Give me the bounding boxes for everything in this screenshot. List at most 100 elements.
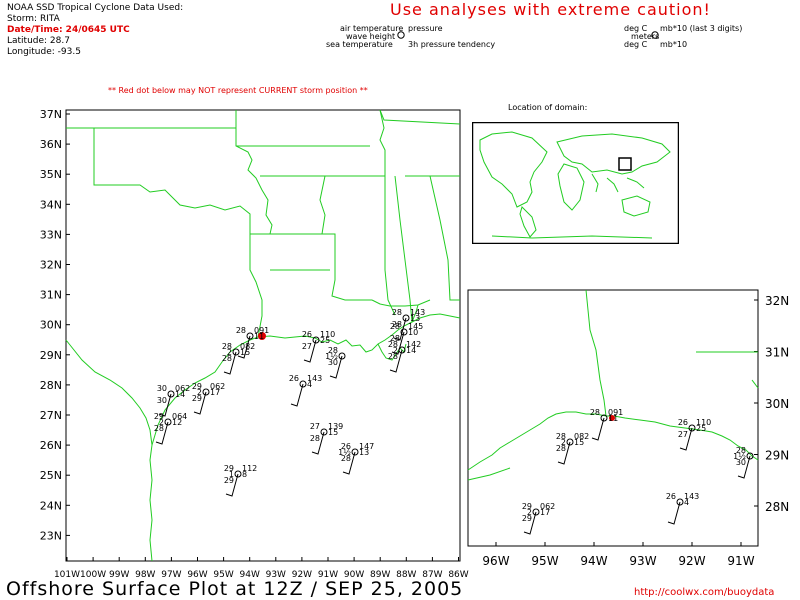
station-pressure: 139 bbox=[328, 422, 343, 431]
main-lon-label: 87W bbox=[422, 570, 442, 580]
station-pressure-tendency: 4 bbox=[307, 380, 312, 389]
station-pressure: 143 bbox=[410, 308, 425, 317]
station-pressure-tendency: 11 bbox=[254, 332, 264, 341]
wind-barb bbox=[591, 417, 605, 441]
source-url[interactable]: http://coolwx.com/buoydata bbox=[634, 587, 775, 598]
station-sea-temp: 29 bbox=[522, 514, 532, 523]
legend-units-mb-2: mb*10 bbox=[660, 40, 688, 49]
wind-barb bbox=[237, 335, 251, 359]
station-pressure: 091 bbox=[254, 326, 269, 335]
station-circle bbox=[688, 424, 696, 432]
zoom-lon-label: 92W bbox=[678, 554, 705, 568]
main-lat-label: 27N bbox=[40, 409, 62, 422]
station-plot: 28 082 2 15 28 bbox=[556, 432, 589, 465]
station-pressure: 110 bbox=[320, 330, 335, 339]
station-plot: 29 062 2 17 29 bbox=[522, 502, 555, 535]
legend-station-circle-icon bbox=[397, 31, 405, 39]
wind-barb bbox=[389, 349, 403, 373]
station-pressure: 143 bbox=[684, 492, 699, 501]
main-lat-label: 28N bbox=[40, 379, 62, 392]
main-lon-label: 91W bbox=[318, 570, 338, 580]
station-circle bbox=[246, 332, 254, 340]
station-pressure: 143 bbox=[307, 374, 322, 383]
station-pressure-tendency: 11 bbox=[608, 414, 618, 423]
main-lon-label: 94W bbox=[240, 570, 260, 580]
station-pressure: 082 bbox=[240, 342, 255, 351]
zoom-lat-label: 32N bbox=[765, 294, 789, 308]
station-air-temp: 28 bbox=[590, 408, 600, 417]
main-lat-label: 26N bbox=[40, 439, 62, 452]
main-lon-label: 88W bbox=[396, 570, 416, 580]
station-pressure-tendency: 14 bbox=[406, 346, 416, 355]
wind-barb bbox=[737, 455, 751, 479]
main-lon-label: 97W bbox=[161, 570, 181, 580]
caution-warning: Use analyses with extreme caution! bbox=[390, 0, 711, 19]
main-map-frame bbox=[65, 109, 461, 562]
wind-barb bbox=[311, 431, 325, 455]
main-lon-label: 93W bbox=[266, 570, 286, 580]
main-lat-label: 31N bbox=[40, 289, 62, 302]
wind-barb bbox=[155, 421, 169, 445]
station-pressure-tendency: 15 bbox=[574, 438, 584, 447]
location-inset-map bbox=[472, 122, 679, 244]
storm-latitude: Latitude: 28.7 bbox=[7, 36, 70, 46]
zoom-coastlines bbox=[467, 289, 759, 481]
station-wave-height: 1½ bbox=[338, 448, 351, 457]
station-sea-temp: 27 bbox=[678, 430, 688, 439]
main-lat-label: 23N bbox=[40, 529, 62, 542]
station-sea-temp: 28 bbox=[154, 424, 164, 433]
station-pressure: 062 bbox=[175, 384, 190, 393]
station-pressure-tendency: 17 bbox=[540, 508, 550, 517]
station-plot: 29 062 2 17 29 bbox=[192, 382, 225, 415]
domain-location-box bbox=[618, 157, 632, 171]
station-pressure-tendency: 8 bbox=[242, 470, 247, 479]
storm-datetime: Date/Time: 24/0645 UTC bbox=[7, 25, 130, 35]
station-air-temp: 30 bbox=[157, 384, 167, 393]
station-circle bbox=[600, 414, 608, 422]
zoom-storm-position-marker bbox=[609, 415, 615, 421]
station-sea-temp: 28 bbox=[388, 352, 398, 361]
station-air-temp: 28 bbox=[392, 308, 402, 317]
station-circle bbox=[398, 346, 406, 354]
main-lon-label: 89W bbox=[370, 570, 390, 580]
station-circle bbox=[299, 380, 307, 388]
station-wave-height: 2 bbox=[197, 388, 202, 397]
main-lon-label: 100W bbox=[80, 570, 106, 580]
station-plot: 26 147 1½ 13 28 bbox=[338, 442, 374, 475]
station-air-temp: 28 bbox=[556, 432, 566, 441]
station-sea-temp: 29 bbox=[192, 394, 202, 403]
wind-barb bbox=[193, 391, 207, 415]
wind-barb bbox=[158, 393, 172, 417]
wind-barb bbox=[393, 317, 407, 341]
station-wave-height: 1 bbox=[229, 470, 234, 479]
station-plot: 29 112 1 8 29 bbox=[224, 464, 257, 497]
wind-barb bbox=[225, 473, 239, 497]
station-sea-temp: 28 bbox=[556, 444, 566, 453]
station-pressure-tendency: 15 bbox=[240, 348, 250, 357]
main-lat-label: 24N bbox=[40, 499, 62, 512]
legend-units-deg-c-1: deg C bbox=[624, 24, 648, 33]
legend-pressure: pressure bbox=[408, 24, 443, 33]
station-pressure-tendency: 15 bbox=[328, 428, 338, 437]
wind-barb bbox=[290, 383, 304, 407]
legend-pressure-tendency: 3h pressure tendency bbox=[408, 40, 496, 49]
main-lon-label: 95W bbox=[213, 570, 233, 580]
station-air-temp: 29 bbox=[522, 502, 532, 511]
zoom-lon-label: 95W bbox=[531, 554, 558, 568]
station-sea-temp: 29 bbox=[224, 476, 234, 485]
station-pressure-tendency: 10 bbox=[408, 328, 418, 337]
station-sea-temp: 28 bbox=[390, 334, 400, 343]
main-lat-label: 35N bbox=[40, 168, 62, 181]
station-pressure-tendency: 25 bbox=[696, 424, 706, 433]
station-pressure-tendency: 14 bbox=[175, 390, 185, 399]
station-circle bbox=[746, 452, 754, 460]
station-pressure-tendency: 4 bbox=[684, 498, 689, 507]
main-lat-label: 34N bbox=[40, 198, 62, 211]
main-lon-label: 92W bbox=[292, 570, 312, 580]
